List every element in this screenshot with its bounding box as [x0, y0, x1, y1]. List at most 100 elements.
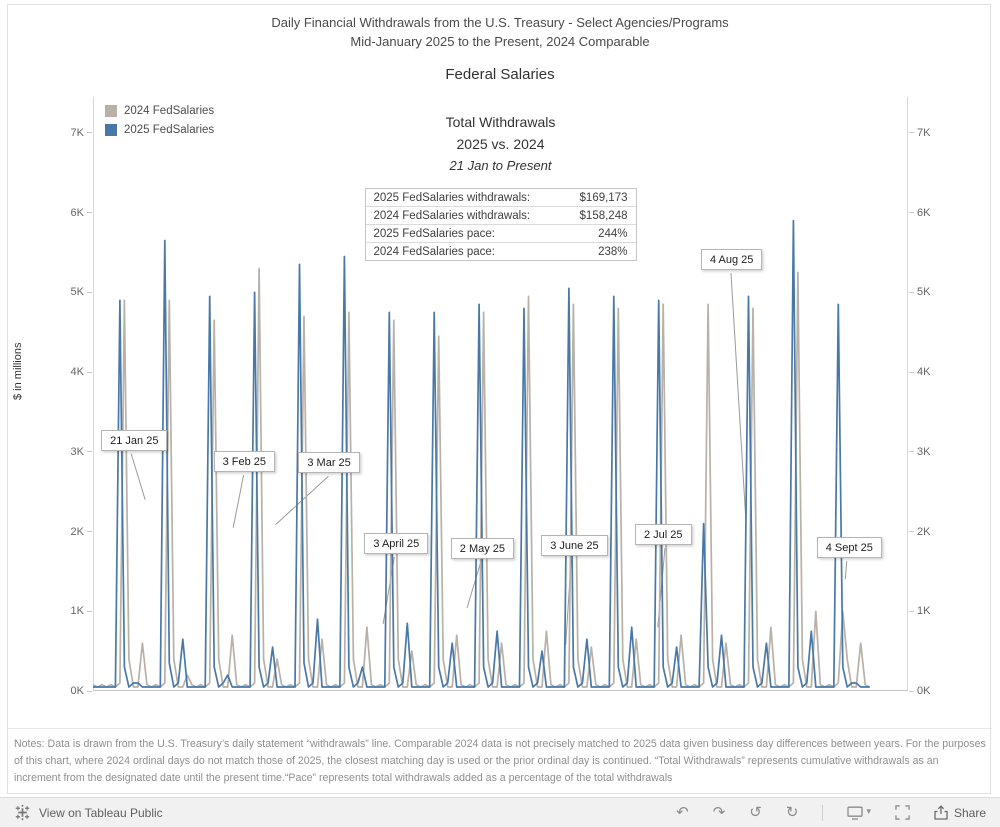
callout-leader-line	[466, 561, 482, 608]
axis-tick-mark	[909, 451, 914, 453]
axis-tick-mark	[87, 371, 92, 373]
date-callout-2-may-25: 2 May 25	[450, 537, 515, 559]
stats-value: $169,173	[579, 192, 628, 204]
date-callout-3-june-25: 3 June 25	[541, 534, 608, 556]
y-tick-7K: 7K	[917, 126, 931, 139]
dashboard-title-line2: Mid-January 2025 to the Present, 2024 Co…	[350, 34, 650, 49]
tableau-toolbar: View on Tableau Public ↶ ↷ ↺ ↻ ▾	[0, 797, 1000, 827]
y-tick-1K: 1K	[70, 605, 84, 618]
share-button[interactable]: Share	[934, 805, 986, 820]
axis-tick-mark	[87, 212, 92, 214]
toolbar-right: ↶ ↷ ↺ ↻ ▾	[676, 803, 986, 821]
axis-tick-mark	[909, 610, 914, 612]
legend-label-2024: 2024 FedSalaries	[124, 105, 215, 117]
y-tick-7K: 7K	[70, 126, 84, 139]
undo-icon[interactable]: ↶	[676, 803, 689, 821]
axis-tick-mark	[87, 291, 92, 293]
axis-tick-mark	[909, 212, 914, 214]
callout-leader-line	[844, 561, 848, 580]
legend-swatch-2025	[105, 124, 117, 136]
date-callout-2-jul-25: 2 Jul 25	[634, 524, 692, 546]
callout-leader-line	[232, 474, 245, 528]
fullscreen-button[interactable]	[895, 805, 910, 820]
date-callout-3-april-25: 3 April 25	[364, 532, 429, 554]
stats-row-2025-pace: 2025 FedSalaries pace: 244%	[365, 225, 636, 243]
summary-title-line2: 2025 vs. 2024	[456, 136, 545, 152]
axis-tick-mark	[909, 371, 914, 373]
fullscreen-icon	[895, 805, 910, 820]
sheet-title: Federal Salaries	[445, 66, 555, 83]
axis-tick-mark	[87, 610, 92, 612]
callout-leader-line	[130, 453, 146, 500]
callout-leader-line	[730, 273, 747, 520]
axis-tick-mark	[909, 291, 914, 293]
summary-title-line3: 21 Jan to Present	[449, 158, 552, 173]
refresh-icon[interactable]: ↻	[785, 803, 799, 821]
axis-tick-mark	[87, 451, 92, 453]
legend-swatch-2024	[105, 105, 117, 117]
axis-tick-mark	[87, 690, 92, 692]
view-on-tableau-public-link[interactable]: View on Tableau Public	[39, 805, 163, 820]
y-tick-3K: 3K	[917, 445, 931, 458]
series-line-2025-fedsalaries	[93, 219, 870, 688]
date-callout-4-aug-25: 4 Aug 25	[700, 249, 763, 271]
axis-tick-mark	[909, 132, 914, 134]
legend: 2024 FedSalaries 2025 FedSalaries	[105, 105, 214, 143]
axis-tick-mark	[909, 690, 914, 692]
legend-item-2024[interactable]: 2024 FedSalaries	[105, 105, 214, 117]
y-tick-6K: 6K	[917, 206, 931, 219]
line-chart-svg	[93, 97, 908, 691]
y-tick-5K: 5K	[917, 286, 931, 299]
tableau-logo-icon	[14, 804, 31, 821]
stats-row-2024-pace: 2024 FedSalaries pace: 238%	[366, 243, 636, 260]
chart-plot-area[interactable]: 2024 FedSalaries 2025 FedSalaries Total …	[93, 97, 908, 691]
stats-label: 2025 FedSalaries pace:	[373, 228, 495, 240]
share-label: Share	[953, 805, 986, 820]
date-callout-3-feb-25: 3 Feb 25	[213, 451, 276, 473]
chevron-down-icon: ▾	[866, 807, 871, 817]
share-icon	[934, 805, 948, 820]
stats-value: 244%	[598, 228, 628, 240]
toolbar-left: View on Tableau Public	[14, 804, 163, 821]
monitor-icon	[847, 806, 864, 820]
y-tick-1K: 1K	[917, 605, 931, 618]
revert-icon[interactable]: ↺	[749, 803, 762, 821]
redo-icon[interactable]: ↷	[712, 803, 726, 821]
stats-label: 2024 FedSalaries pace:	[373, 246, 495, 258]
legend-label-2025: 2025 FedSalaries	[124, 124, 215, 136]
y-tick-0K: 0K	[917, 685, 931, 697]
toolbar-divider	[822, 804, 824, 821]
totals-summary: Total Withdrawals 2025 vs. 2024 21 Jan t…	[364, 111, 637, 261]
y-axis-ticks-left: 0K 1K 2K 3K 4K 5K 6K 7K	[40, 97, 84, 697]
y-tick-6K: 6K	[70, 206, 84, 219]
stats-row-2025-withdrawals: 2025 FedSalaries withdrawals: $169,173	[365, 189, 636, 207]
y-tick-3K: 3K	[70, 445, 84, 458]
axis-tick-mark	[909, 531, 914, 533]
y-axis-ticks-right: 0K 1K 2K 3K 4K 5K 6K 7K	[917, 97, 961, 697]
summary-title-line1: Total Withdrawals	[445, 114, 556, 130]
stats-value: 238%	[598, 246, 628, 258]
y-tick-2K: 2K	[917, 525, 931, 538]
axis-tick-mark	[87, 132, 92, 134]
stats-label: 2025 FedSalaries withdrawals:	[373, 192, 531, 204]
stats-row-2024-withdrawals: 2024 FedSalaries withdrawals: $158,248	[365, 207, 636, 225]
axis-tick-mark	[87, 531, 92, 533]
y-tick-4K: 4K	[917, 366, 931, 379]
stats-label: 2024 FedSalaries withdrawals:	[373, 210, 531, 222]
y-tick-5K: 5K	[70, 286, 84, 299]
withdrawals-stats-table: 2025 FedSalaries withdrawals: $169,173 2…	[364, 188, 637, 261]
stats-value: $158,248	[579, 210, 628, 222]
y-tick-4K: 4K	[70, 366, 84, 379]
dashboard-title-line1: Daily Financial Withdrawals from the U.S…	[271, 15, 729, 30]
device-layout-button[interactable]: ▾	[847, 806, 871, 820]
date-callout-21-jan-25: 21 Jan 25	[101, 429, 168, 451]
date-callout-3-mar-25: 3 Mar 25	[298, 452, 360, 474]
y-axis-label: $ in millions	[12, 342, 24, 400]
y-tick-0K: 0K	[70, 685, 84, 697]
legend-item-2025[interactable]: 2025 FedSalaries	[105, 124, 214, 136]
dashboard-title: Daily Financial Withdrawals from the U.S…	[0, 13, 1000, 51]
y-tick-2K: 2K	[70, 525, 84, 538]
notes-text: Notes: Data is drawn from the U.S. Treas…	[8, 728, 992, 792]
date-callout-4-sept-25: 4 Sept 25	[816, 537, 882, 559]
